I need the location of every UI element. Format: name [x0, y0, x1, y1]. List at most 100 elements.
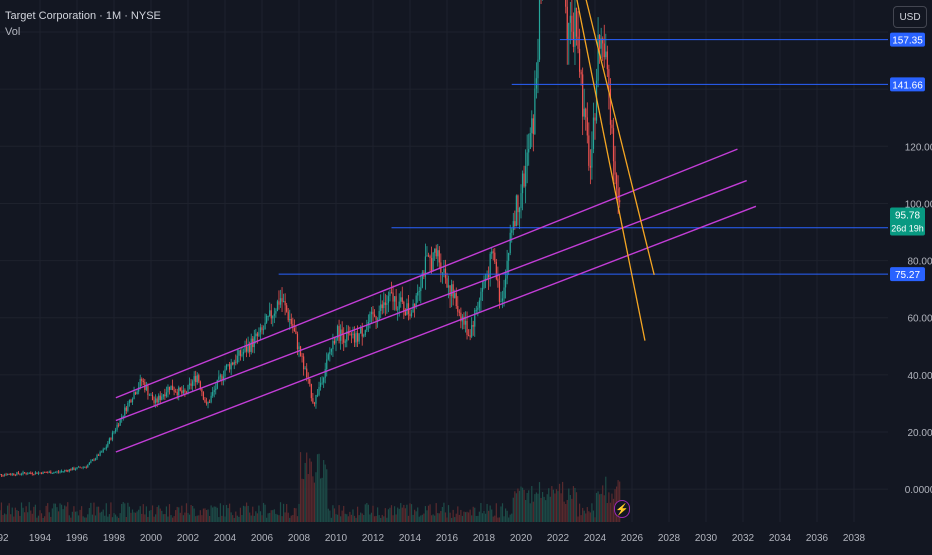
candle-body [370, 311, 373, 314]
candle-body [420, 287, 422, 292]
candle-body [185, 392, 188, 394]
candle-body [415, 295, 417, 307]
volume-bar [2, 514, 4, 522]
volume-label[interactable]: Vol [5, 26, 21, 38]
lightning-icon[interactable]: ⚡ [614, 500, 630, 518]
candle-body [290, 318, 292, 325]
candle-body [514, 221, 516, 227]
candle-body [441, 272, 443, 274]
volume-bar [555, 489, 558, 522]
candle-body [275, 310, 277, 314]
candle-body [199, 381, 201, 389]
candle-body [264, 322, 266, 330]
volume-bar [235, 511, 237, 522]
volume-bar [34, 504, 36, 522]
candle-body [36, 472, 38, 474]
volume-bar [204, 508, 206, 522]
y-tick-label: 100.00 [905, 199, 932, 210]
volume-bar [90, 502, 92, 522]
currency-button[interactable]: USD [893, 6, 927, 28]
candle-body [612, 128, 615, 162]
volume-bar [471, 515, 473, 522]
volume-bar [101, 511, 103, 522]
volume-bar [315, 472, 317, 522]
volume-bar [17, 510, 20, 522]
volume-bar [306, 452, 308, 522]
volume-bar [472, 506, 474, 522]
volume-bar [426, 510, 428, 522]
candle-body [353, 333, 356, 343]
candle-body [575, 7, 578, 37]
volume-bar [141, 513, 143, 522]
candle-body [517, 195, 519, 213]
candle-body [356, 332, 359, 342]
candle-body [124, 407, 126, 416]
y-tick-label: 20.00 [907, 428, 932, 439]
volume-bar [250, 515, 252, 522]
volume-bar [14, 507, 16, 522]
candle-body [190, 383, 192, 386]
volume-bar [45, 505, 47, 522]
volume-bar [284, 512, 286, 522]
volume-bar [207, 509, 209, 522]
candle-body [224, 369, 226, 377]
candle-body [392, 292, 394, 302]
candle-body [615, 174, 618, 189]
volume-bar [298, 503, 300, 522]
volume-bar [104, 515, 106, 522]
candle-body [506, 260, 508, 279]
candle-body [446, 278, 448, 288]
candle-body [298, 346, 300, 350]
candle-body [591, 148, 593, 168]
volume-bar [193, 508, 195, 522]
candle-body [344, 341, 346, 343]
volume-bar [518, 490, 521, 522]
candle-body [289, 318, 291, 321]
volume-bar [3, 513, 6, 522]
volume-bar [281, 516, 283, 522]
volume-bar [110, 502, 112, 522]
volume-bar [74, 511, 77, 522]
volume-bar [71, 511, 73, 522]
volume-bar [373, 516, 376, 522]
candle-body [56, 471, 58, 473]
volume-bar [221, 515, 223, 522]
volume-bar [423, 513, 425, 522]
volume-bar [97, 506, 100, 522]
volume-bar [133, 512, 135, 522]
volume-bar [39, 510, 41, 522]
candle-body [430, 258, 433, 272]
volume-bar [269, 512, 271, 522]
volume-bar [409, 503, 411, 522]
volume-bar [232, 515, 234, 522]
candle-body [232, 362, 234, 365]
volume-bar [303, 479, 305, 522]
volume-bar [481, 513, 484, 522]
volume-bar [93, 502, 95, 522]
candle-body [478, 300, 480, 308]
symbol-title[interactable]: Target Corporation · 1M · NYSE [5, 10, 161, 22]
volume-bar [68, 515, 70, 522]
volume-bar [278, 515, 280, 522]
volume-bar [517, 488, 519, 522]
candle-body [269, 310, 271, 316]
volume-bar [463, 511, 465, 522]
volume-bar [155, 514, 157, 522]
volume-bar [438, 513, 440, 522]
volume-bar [187, 512, 189, 522]
candle-body [538, 0, 541, 60]
volume-bar [136, 511, 138, 522]
candle-body [355, 332, 357, 343]
volume-bar [548, 488, 550, 522]
x-tick-label: 2034 [769, 533, 792, 544]
x-tick-label: 2024 [584, 533, 607, 544]
volume-bar [295, 508, 297, 522]
volume-bar [53, 503, 55, 522]
candle-body [364, 330, 366, 336]
volume-bar [343, 505, 345, 522]
volume-bar [252, 506, 254, 522]
candle-body [523, 173, 525, 187]
volume-bar [60, 504, 63, 522]
